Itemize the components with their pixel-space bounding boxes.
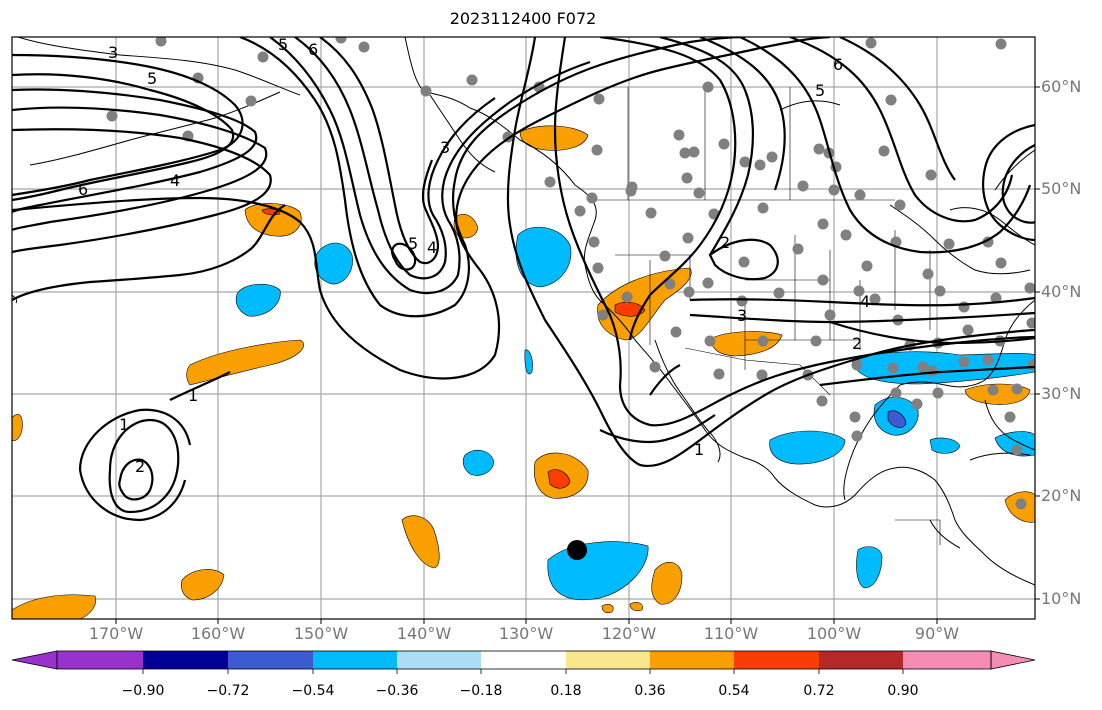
colorbar-bin bbox=[313, 651, 397, 669]
lat-label: 20°N bbox=[1041, 486, 1082, 505]
colorbar-tick-label: −0.90 bbox=[121, 683, 165, 699]
orange-blob-10 bbox=[651, 562, 683, 605]
map-frame bbox=[11, 36, 1036, 620]
colorbar bbox=[11, 650, 1036, 674]
contour-label: 3 bbox=[108, 43, 118, 62]
contour-label: 1 bbox=[694, 440, 704, 459]
contour-label: 6 bbox=[308, 40, 318, 59]
colorbar-tick-label: 0.54 bbox=[718, 683, 750, 699]
blue-blob-1 bbox=[515, 226, 572, 288]
contour-label: 5 bbox=[815, 81, 825, 100]
map-title: 2023112400 F072 bbox=[449, 9, 597, 28]
colorbar-tick-label: 0.72 bbox=[803, 683, 835, 699]
contour-label: 5 bbox=[408, 234, 418, 253]
orange-blob-15 bbox=[601, 604, 614, 614]
orange-blob-8 bbox=[181, 569, 225, 601]
colorbar-bin bbox=[57, 651, 143, 669]
lat-ticks bbox=[1035, 86, 1040, 600]
orange-blob-3 bbox=[244, 203, 302, 237]
contour-label: 6 bbox=[78, 180, 88, 199]
colorbar-tick-label: 0.18 bbox=[550, 683, 582, 699]
contour-label: 4 bbox=[860, 292, 870, 311]
contour-label: 2 bbox=[852, 334, 862, 353]
station-markers bbox=[106, 37, 1035, 510]
lon-label: 170°W bbox=[88, 624, 144, 643]
orange-blob-2 bbox=[186, 339, 305, 386]
orange-blob-7 bbox=[401, 515, 440, 569]
purple-core bbox=[887, 410, 907, 428]
orange-blob-9 bbox=[12, 594, 96, 619]
blue-blob-10 bbox=[929, 437, 961, 454]
colorbar-tick-label: −0.18 bbox=[459, 683, 503, 699]
blue-blob-8 bbox=[462, 449, 495, 476]
lat-label: 40°N bbox=[1041, 282, 1082, 301]
colorbar-tick-label: 0.36 bbox=[634, 683, 666, 699]
contour-label: 2 bbox=[135, 457, 145, 476]
colorbar-bin bbox=[650, 651, 734, 669]
contour-label: 6 bbox=[833, 55, 843, 74]
blue-blob-12 bbox=[524, 349, 533, 375]
lon-label: 100°W bbox=[806, 624, 862, 643]
colorbar-bin bbox=[481, 651, 566, 669]
lon-label: 140°W bbox=[396, 624, 452, 643]
lon-label: 150°W bbox=[293, 624, 349, 643]
location-marker bbox=[567, 540, 587, 560]
contour-label: 1 bbox=[188, 386, 198, 405]
colorbar-extend-left bbox=[11, 650, 58, 670]
lon-ticks bbox=[115, 619, 938, 624]
colorbar-extend-right bbox=[990, 650, 1036, 670]
lat-label: 10°N bbox=[1041, 589, 1082, 608]
colorbar-bin bbox=[903, 651, 991, 669]
blue-blob-3 bbox=[235, 283, 281, 317]
colorbar-tick-label: −0.54 bbox=[291, 683, 335, 699]
colorbar-bin bbox=[734, 651, 819, 669]
lat-label: 60°N bbox=[1041, 77, 1082, 96]
lon-label: 160°W bbox=[190, 624, 246, 643]
colorbar-tick-label: 0.90 bbox=[887, 683, 919, 699]
contour-label: 5 bbox=[147, 69, 157, 88]
lat-label: 30°N bbox=[1041, 384, 1082, 403]
colorbar-bin bbox=[819, 651, 903, 669]
contour-lines bbox=[12, 37, 1035, 522]
lon-label: 110°W bbox=[703, 624, 759, 643]
colorbar-tick-label: −0.72 bbox=[206, 683, 250, 699]
colorbar-bin bbox=[397, 651, 481, 669]
lon-label: 130°W bbox=[498, 624, 554, 643]
lon-label: 90°W bbox=[914, 624, 960, 643]
red-core-1 bbox=[547, 469, 571, 489]
lon-label: 120°W bbox=[601, 624, 657, 643]
orange-blob-6 bbox=[711, 331, 783, 357]
colorbar-tick-label: −0.36 bbox=[375, 683, 419, 699]
contour-label: 3 bbox=[737, 306, 747, 325]
contour-label: 1 bbox=[119, 415, 129, 434]
coastlines bbox=[12, 37, 1035, 586]
colorbar-bin bbox=[228, 651, 313, 669]
political-boundaries bbox=[595, 87, 941, 545]
contour-label: 5 bbox=[278, 35, 288, 54]
contour-labels: 3 5 6 5 6 4 6 5 4 3 5 2 3 4 2 1 1 2 1 bbox=[78, 35, 870, 476]
contour-label: 2 bbox=[720, 233, 730, 252]
contour-label: 4 bbox=[427, 238, 437, 257]
blue-blob-11 bbox=[994, 431, 1035, 457]
blue-blob-9 bbox=[856, 546, 883, 589]
contour-label: 3 bbox=[440, 138, 450, 157]
colorbar-frame bbox=[56, 650, 992, 670]
contour-label: 4 bbox=[170, 171, 180, 190]
orange-blob-16 bbox=[629, 602, 643, 612]
colorbar-bin bbox=[143, 651, 228, 669]
blue-blob-4 bbox=[547, 541, 649, 601]
lon-grid bbox=[115, 37, 938, 619]
red-core-2 bbox=[614, 301, 646, 317]
colorbar-bin bbox=[566, 651, 650, 669]
blue-blob-7 bbox=[769, 430, 846, 465]
orange-blob-13 bbox=[12, 414, 23, 441]
lat-label: 50°N bbox=[1041, 179, 1082, 198]
